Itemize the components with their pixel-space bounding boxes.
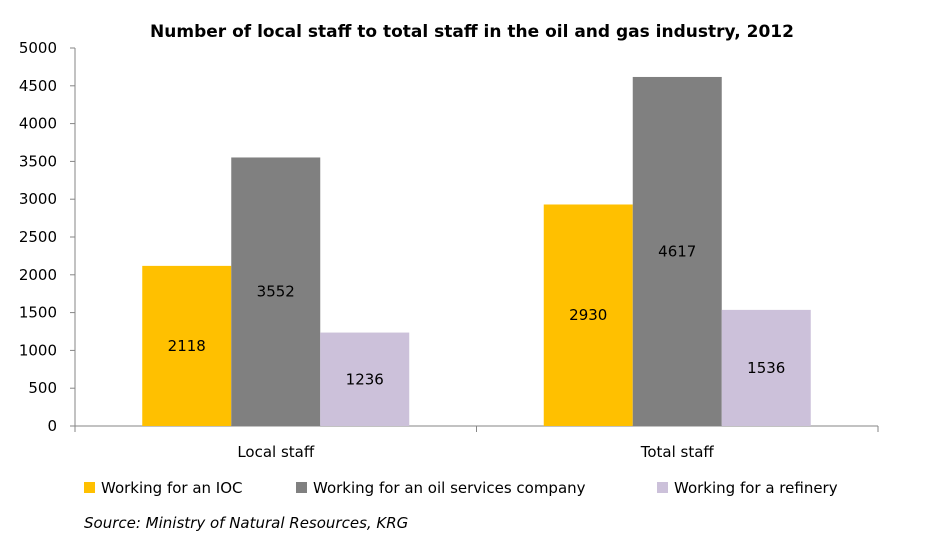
- y-tick-label: 500: [28, 379, 57, 397]
- data-label: 4617: [658, 242, 696, 260]
- y-tick-label: 4000: [19, 115, 57, 133]
- y-tick-label: 3000: [19, 190, 57, 208]
- legend-label: Working for an oil services company: [313, 479, 586, 497]
- bar: [721, 309, 811, 426]
- bar: [632, 76, 722, 426]
- bars: 2118 3552 1236 2930 4617 1536: [142, 76, 811, 426]
- source-note: Source: Ministry of Natural Resources, K…: [84, 514, 408, 532]
- y-tick-label: 2500: [19, 228, 57, 246]
- legend-label: Working for a refinery: [674, 479, 838, 497]
- y-tick-label: 2000: [19, 266, 57, 284]
- bar: [142, 265, 232, 426]
- data-label: 3552: [257, 283, 295, 301]
- bar: [543, 204, 633, 426]
- y-tick-label: 1500: [19, 304, 57, 322]
- y-tick-label: 4500: [19, 77, 57, 95]
- x-category-label: Local staff: [237, 443, 315, 461]
- legend-swatch: [296, 482, 307, 493]
- axes: 0 500 1000 1500 2000 2500 3000 3500 4000 4500 5000…: [19, 39, 879, 461]
- y-tick-label: 3500: [19, 152, 57, 170]
- data-label: 1236: [346, 370, 384, 388]
- x-category-label: Total staff: [640, 443, 715, 461]
- data-label: 2930: [569, 306, 607, 324]
- bar: [320, 332, 410, 426]
- legend-label: Working for an IOC: [101, 479, 243, 497]
- legend: Working for an IOC Working for an oil ser…: [84, 479, 838, 497]
- bar: [231, 157, 321, 426]
- legend-swatch: [657, 482, 668, 493]
- legend-swatch: [84, 482, 95, 493]
- data-label: 2118: [168, 337, 206, 355]
- y-tick-label: 1000: [19, 341, 57, 359]
- y-tick-label: 0: [47, 417, 57, 435]
- y-tick-label: 5000: [19, 39, 57, 57]
- data-label: 1536: [747, 359, 785, 377]
- chart-title: Number of local staff to total staff in …: [150, 22, 794, 42]
